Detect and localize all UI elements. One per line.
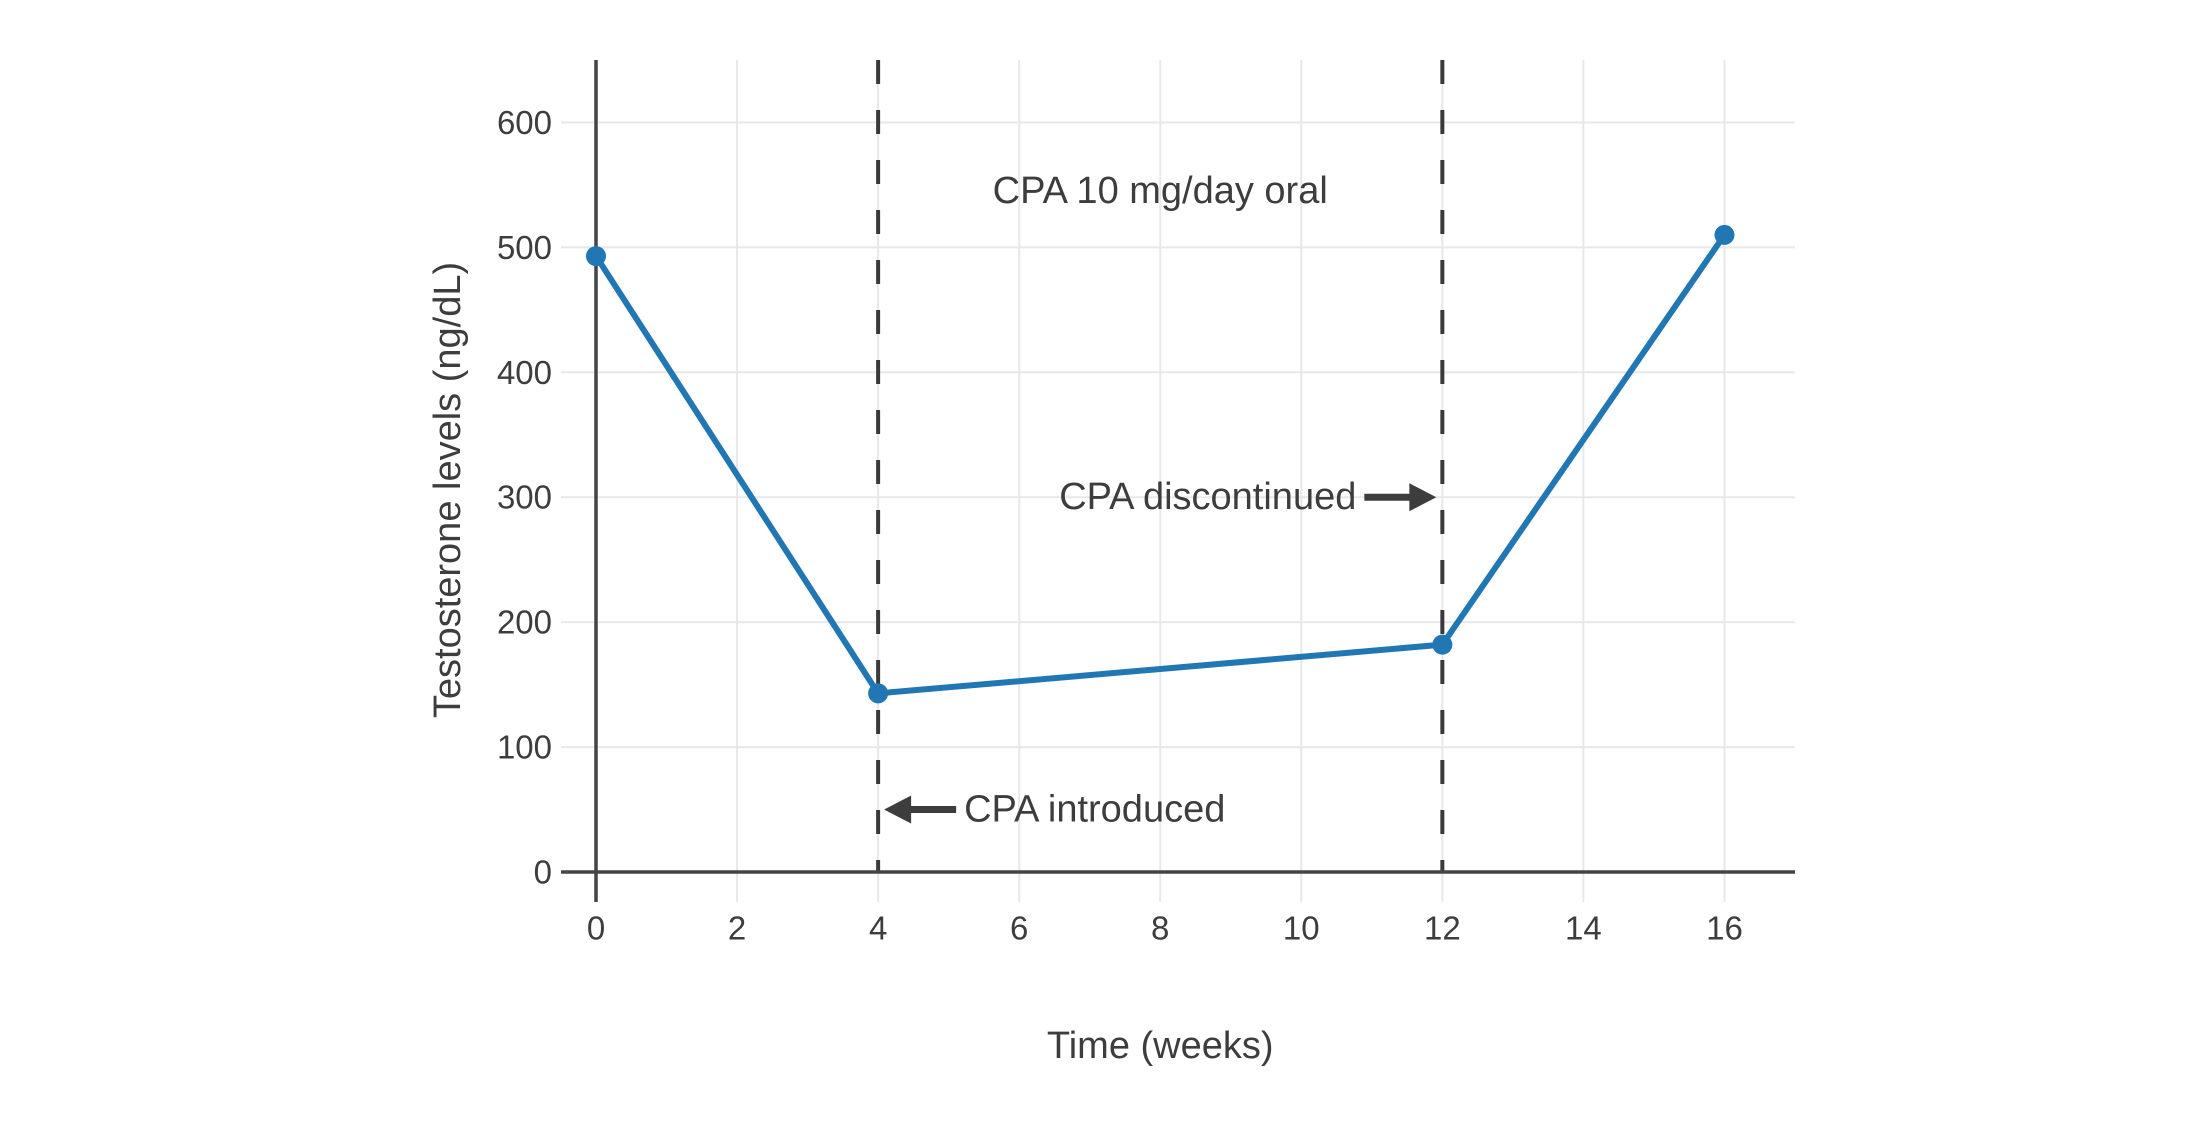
x-tick-label: 6	[1010, 910, 1028, 947]
cpa-introduced-arrow-head	[884, 795, 912, 824]
cpa-discontinued-arrow-head	[1409, 483, 1437, 512]
x-tick-label: 2	[728, 910, 746, 947]
y-tick-label: 500	[497, 229, 552, 266]
y-tick-label: 100	[497, 729, 552, 766]
y-tick-label: 0	[534, 854, 552, 891]
y-tick-label: 400	[497, 354, 552, 391]
x-tick-label: 4	[869, 910, 887, 947]
x-tick-label: 14	[1565, 910, 1602, 947]
y-tick-label: 600	[497, 104, 552, 141]
y-axis-title: Testosterone levels (ng/dL)	[427, 262, 469, 718]
data-point-week-16	[1714, 224, 1735, 245]
series-line	[593, 231, 1728, 697]
x-tick-label: 8	[1151, 910, 1169, 947]
data-point-week-12	[1432, 634, 1453, 655]
x-tick-label: 16	[1706, 910, 1743, 947]
x-axis-title: Time (weeks)	[1047, 1025, 1274, 1067]
cpa-introduced-text: CPA introduced	[964, 789, 1225, 831]
data-point-week-0	[586, 246, 606, 267]
title-annotation-text: CPA 10 mg/day oral	[993, 170, 1328, 212]
x-tick-label: 0	[587, 910, 605, 947]
x-tick-label: 10	[1283, 910, 1320, 947]
y-tick-label: 200	[497, 604, 552, 641]
y-tick-label: 300	[497, 479, 552, 516]
x-tick-label: 12	[1424, 910, 1461, 947]
cpa-discontinued-text: CPA discontinued	[1059, 476, 1356, 518]
data-point-week-4	[868, 683, 889, 704]
